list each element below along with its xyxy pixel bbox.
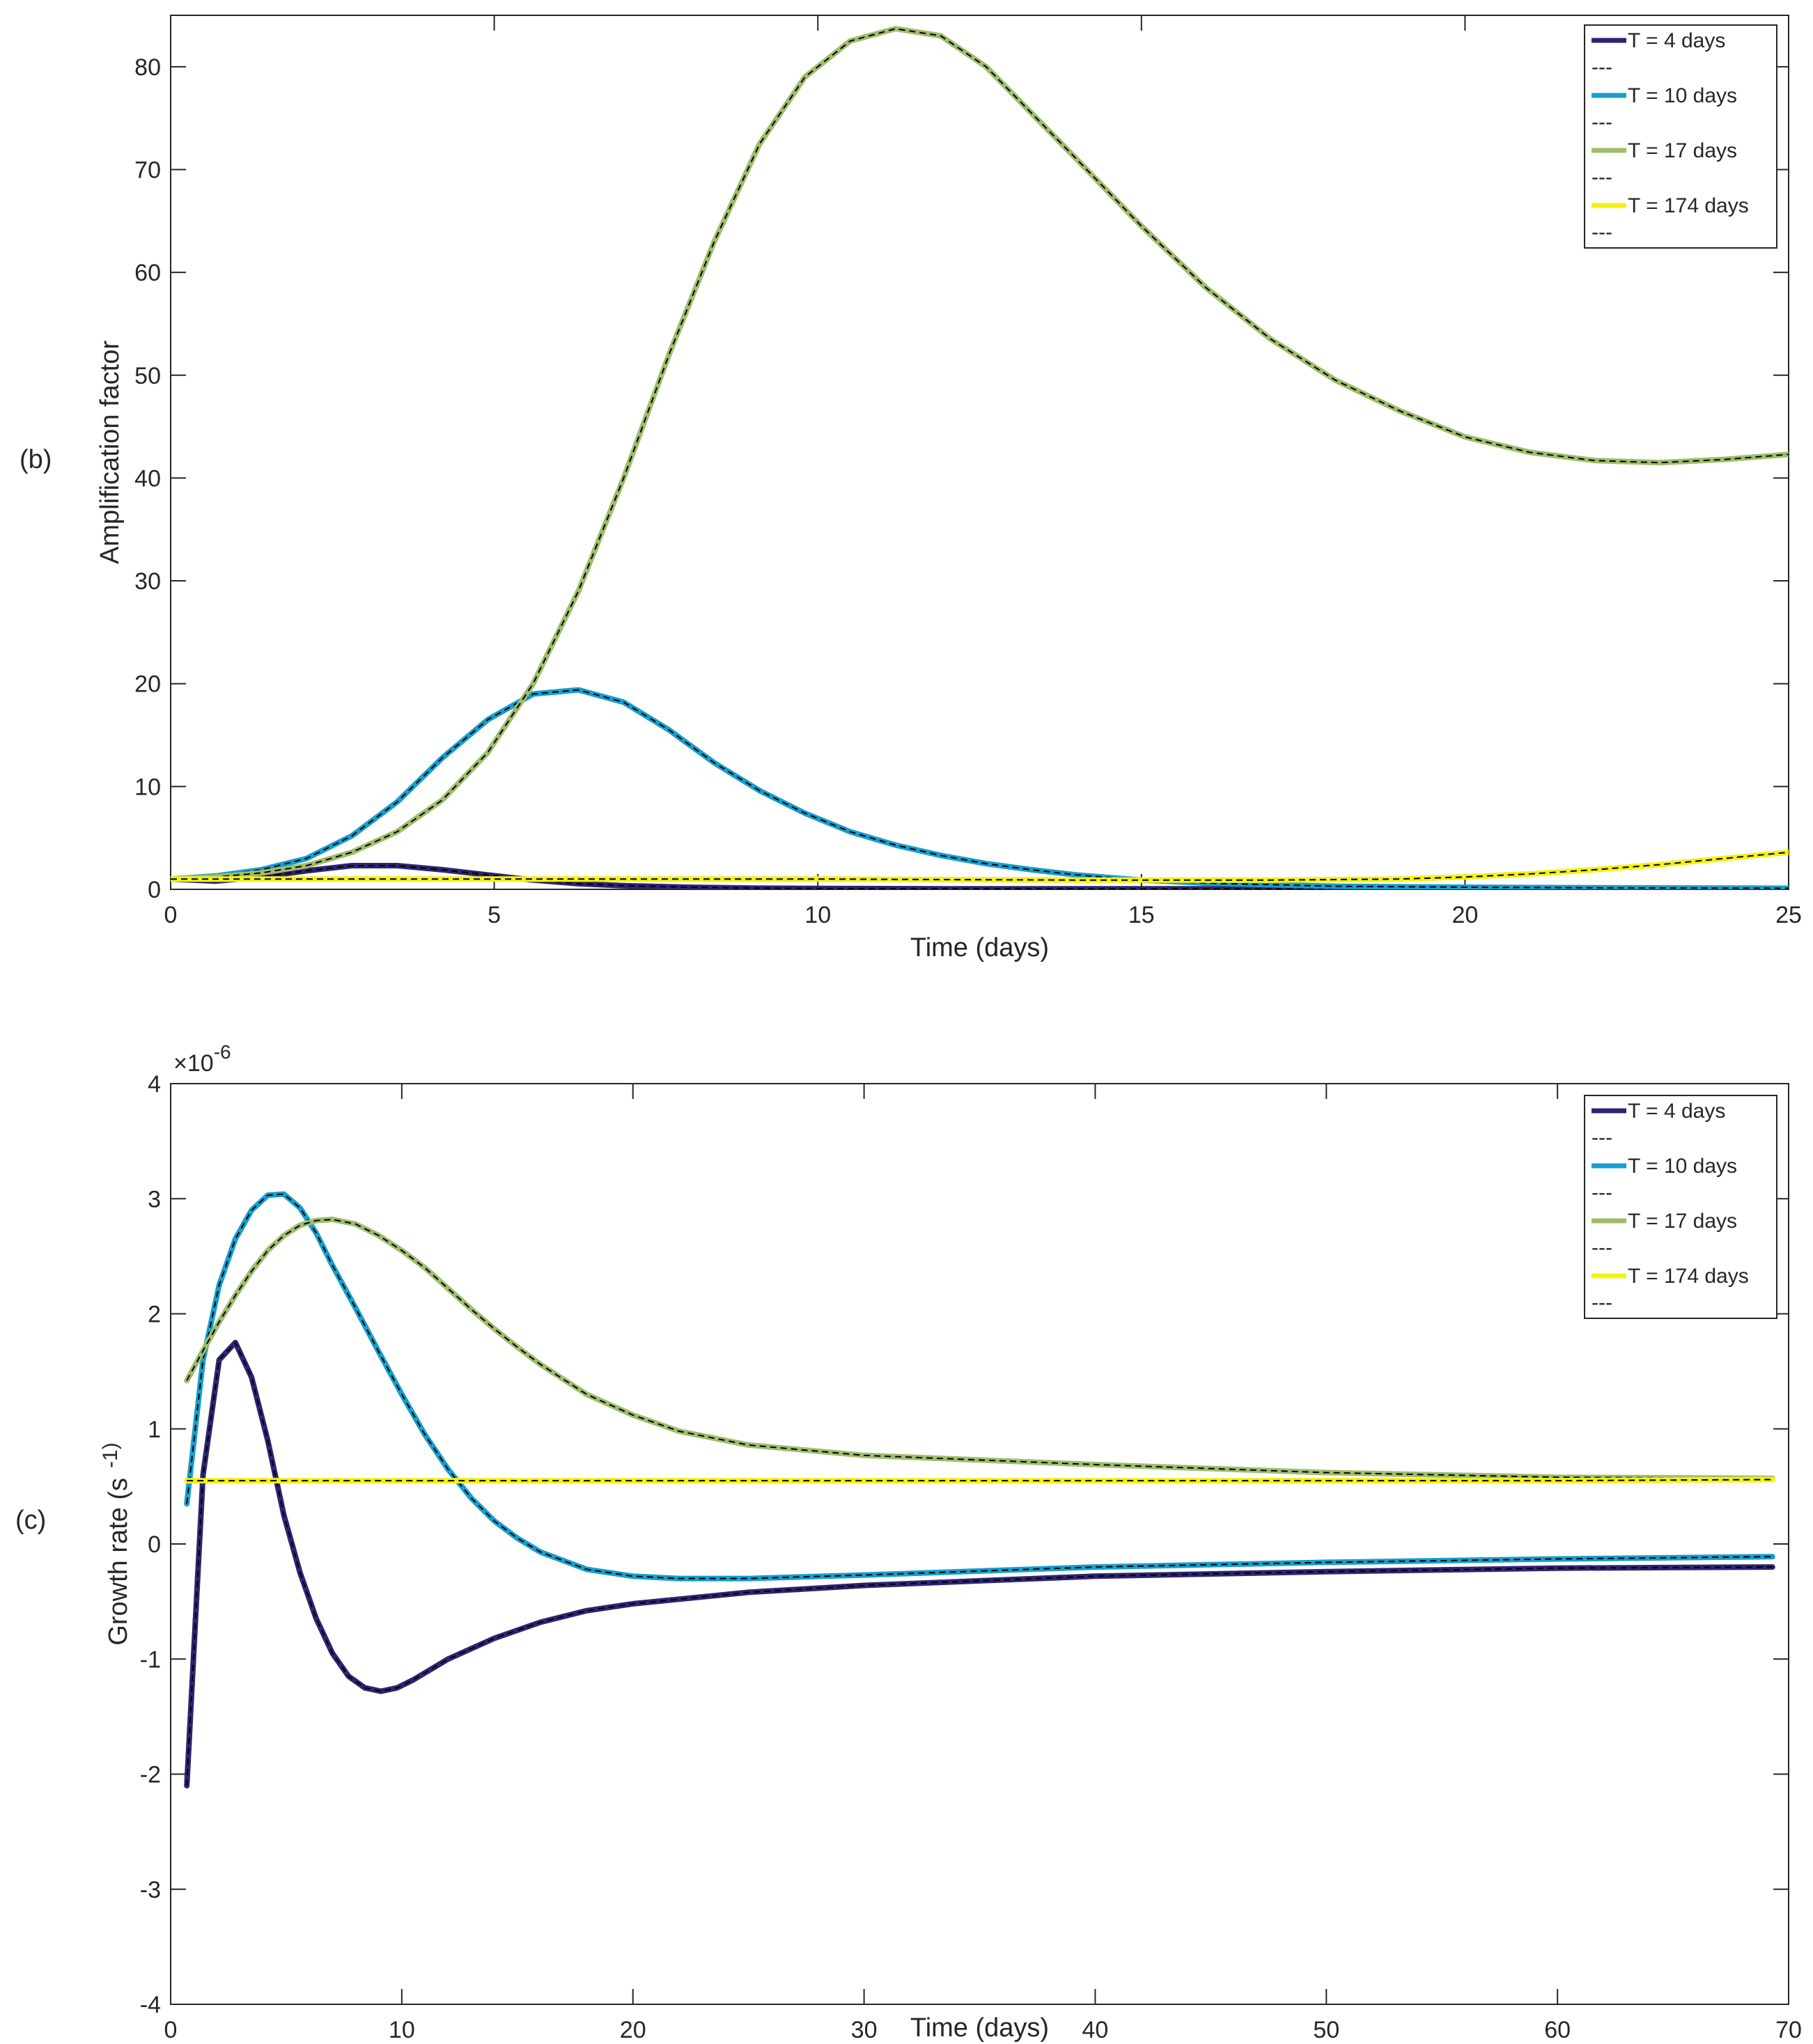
series-group [184,1191,1775,1788]
x-tick-label: 10 [389,2017,415,2043]
y-tick-label: -2 [140,1762,161,1788]
legend: T = 4 days --- T = 10 days --- T = 17 days --… [1584,1095,1777,1319]
y-tick-label: 10 [134,774,161,800]
series-dashed-line-t-4-days [186,1341,1773,1786]
axis-exponent-base: ×10 [173,1050,214,1077]
series-dashed-line-t-10-days [186,1193,1773,1579]
x-tick-label: 5 [488,902,501,928]
series-line-t-17-days [171,26,1789,882]
series-group [171,26,1789,889]
series-line-t-4-days [184,1339,1775,1788]
legend-label-t-4-days: T = 4 days [1628,1100,1725,1123]
y-tick-label: 1 [148,1417,161,1443]
legend-dashed-label: --- [1592,56,1612,79]
x-tick-label: 0 [164,2017,178,2043]
plot-area-frame [170,1083,1789,2005]
legend-dashed-label: --- [1592,111,1612,134]
x-axis-label: Time (days) [910,933,1049,962]
series-dashed-line-t-174-days [171,851,1789,881]
y-tick-label: -1 [140,1646,161,1673]
y-tick-label: 20 [134,671,161,698]
legend-box [1584,24,1777,249]
y-axis-label: Growth rate (s -1) [99,1442,133,1645]
y-tick-label: 0 [148,877,161,903]
series-dashed-line-t-17-days [171,28,1789,880]
y-tick-label: 60 [134,260,161,286]
y-tick-label: 2 [148,1302,161,1328]
legend-label-t-174-days: T = 174 days [1628,194,1749,217]
y-tick-label: 3 [148,1186,161,1212]
y-tick-label: 50 [134,363,161,389]
y-axis-label: Amplification factor [95,341,125,564]
series-dashed-line-t-17-days [186,1218,1773,1479]
y-axis-label-exponent: -1) [99,1442,122,1468]
legend-box [1584,1095,1777,1319]
legend-label-t-10-days: T = 10 days [1628,1155,1737,1178]
legend-dashed-label: --- [1592,1126,1612,1149]
x-tick-label: 30 [851,2017,878,2043]
x-tick-label: 70 [1775,2017,1802,2043]
legend-label-t-10-days: T = 10 days [1628,84,1737,107]
series-line-t-17-days [184,1217,1775,1481]
series-line-t-10-days [184,1191,1775,1582]
series-line-t-10-days [171,687,1789,889]
legend-dashed-label: --- [1592,1236,1612,1259]
y-tick-label: 0 [148,1531,161,1558]
chart-panel-c: 0 10 20 30 40 50 60 70 -4 -3 -2 -1 0 1 2 3 4 Time (days) G… [15,1041,1802,2043]
x-tick-label: 25 [1775,902,1802,928]
y-tick-label: 40 [134,465,161,492]
x-tick-label: 10 [804,902,831,928]
legend-label-t-17-days: T = 17 days [1628,139,1737,162]
legend-label-t-174-days: T = 174 days [1628,1265,1749,1288]
y-axis-label-main: Growth rate (s [104,1478,133,1646]
legend: T = 4 days --- T = 10 days --- T = 17 days --… [1584,24,1777,249]
y-tick-label: 30 [134,568,161,595]
legend-dashed-label: --- [1592,166,1612,189]
legend-label-t-17-days: T = 17 days [1628,1210,1737,1233]
legend-label-t-4-days: T = 4 days [1628,29,1725,52]
legend-dashed-label: --- [1592,221,1612,244]
x-tick-label: 40 [1082,2017,1109,2043]
x-axis-label: Time (days) [910,2013,1049,2043]
x-tick-label: 20 [1452,902,1478,928]
y-axis-label-main: Amplification factor [95,341,125,564]
y-tick-label: 80 [134,54,161,81]
axis-exponent-label: ×10-6 [173,1041,231,1077]
series-dashed-line-t-174-days [187,1479,1773,1482]
y-tick-label: -4 [140,1992,161,2018]
x-tick-label: 60 [1544,2017,1571,2043]
axis-exponent-power: -6 [214,1041,231,1063]
y-tick-label: 70 [134,157,161,183]
chart-panel-b: 0 5 10 15 20 25 0 10 20 30 40 50 60 70 80 Time (days) Am… [20,15,1802,962]
x-tick-label: 15 [1128,902,1155,928]
x-tick-label: 50 [1313,2017,1339,2043]
panel-label: (b) [20,445,52,474]
panel-label: (c) [15,1506,46,1535]
y-tick-label: -3 [140,1877,161,1903]
legend-dashed-label: --- [1592,1181,1612,1204]
legend-dashed-label: --- [1592,1291,1612,1314]
series-dashed-line-t-4-days [171,865,1789,889]
y-tick-label: 4 [148,1071,161,1098]
x-tick-label: 0 [164,902,178,928]
x-tick-label: 20 [620,2017,646,2043]
